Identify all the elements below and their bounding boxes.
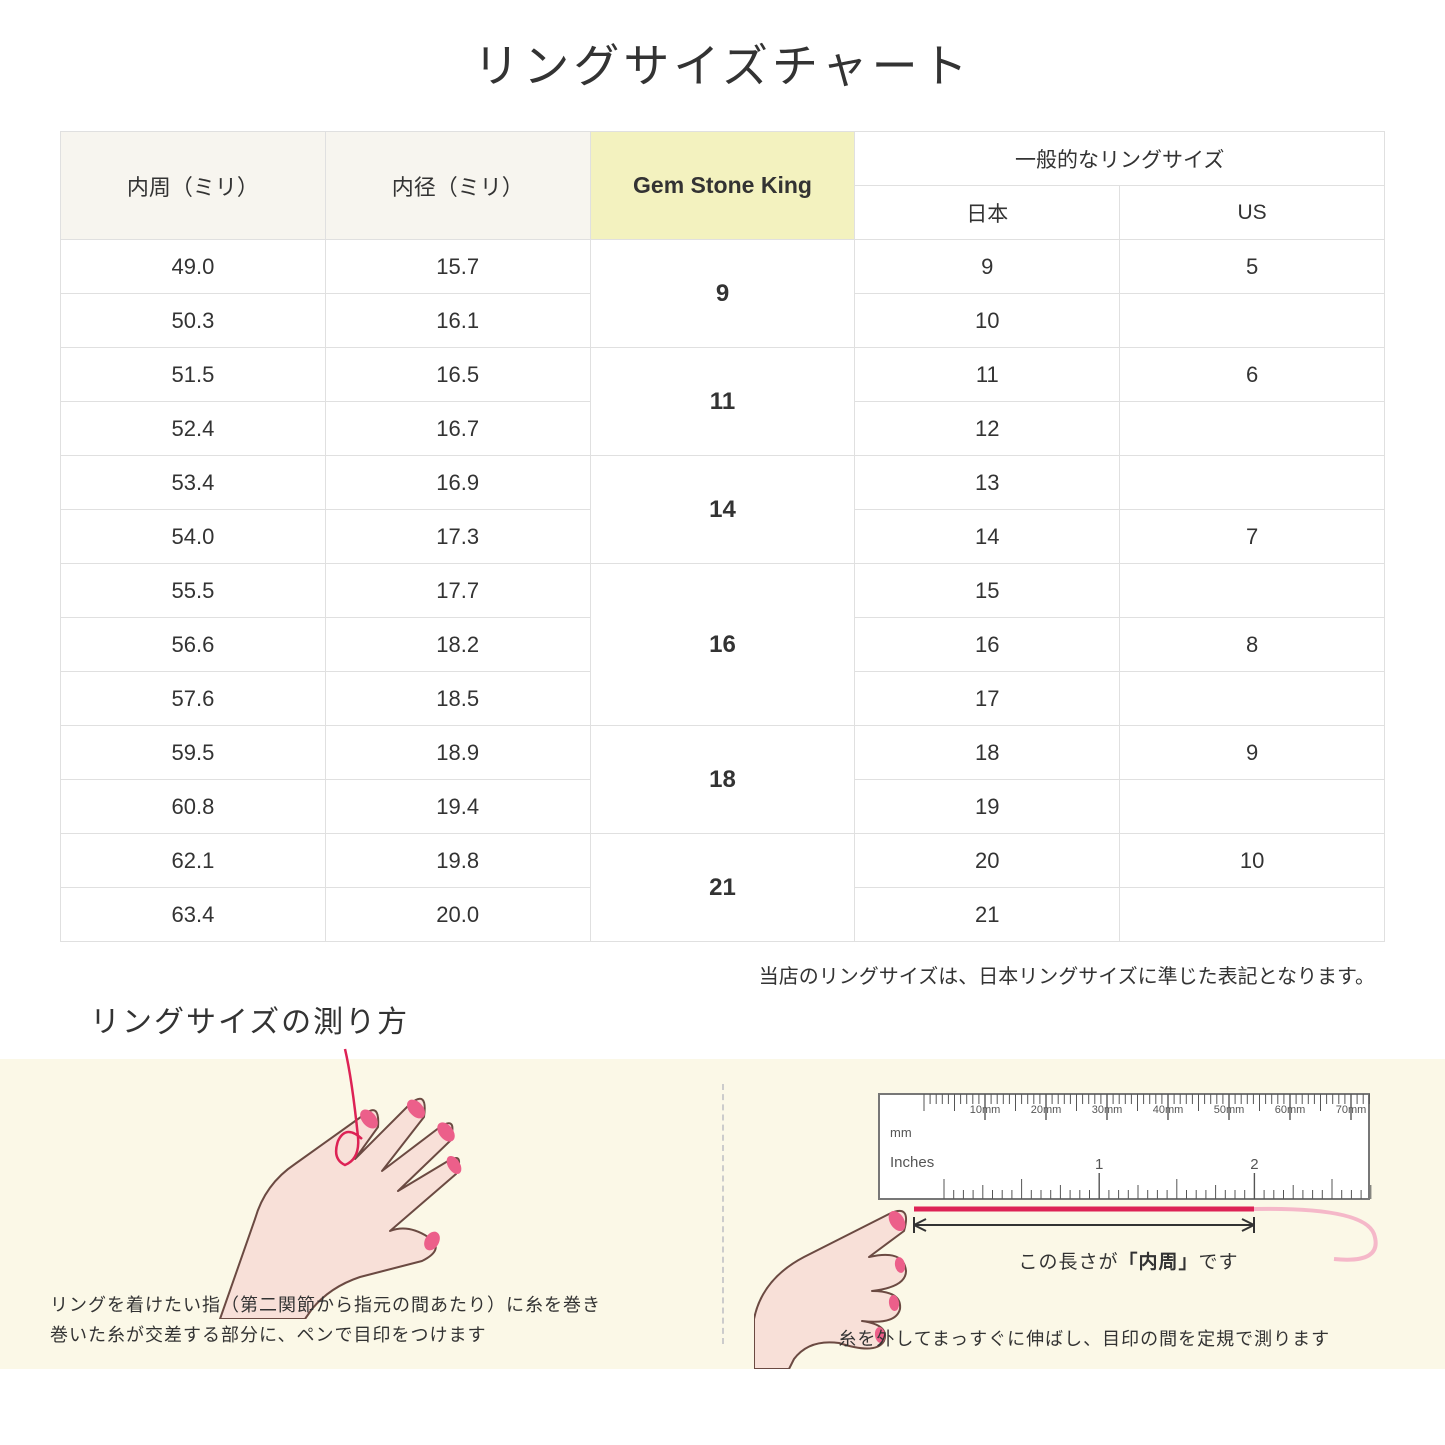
cell-us: [1120, 402, 1385, 456]
svg-text:30mm: 30mm: [1091, 1104, 1122, 1116]
cell-circumference: 60.8: [61, 780, 326, 834]
cell-gsk: 18: [590, 726, 855, 834]
svg-text:1: 1: [1095, 1156, 1103, 1173]
cell-diameter: 20.0: [325, 888, 590, 942]
cell-us: [1120, 672, 1385, 726]
svg-text:70mm: 70mm: [1335, 1104, 1366, 1116]
cell-circumference: 54.0: [61, 510, 326, 564]
cell-diameter: 18.9: [325, 726, 590, 780]
footnote: 当店のリングサイズは、日本リングサイズに準じた表記となります。: [60, 960, 1385, 989]
cell-circumference: 53.4: [61, 456, 326, 510]
cell-japan: 16: [855, 618, 1120, 672]
cell-diameter: 15.7: [325, 240, 590, 294]
step-1-text: リングを着けたい指（第二関節から指元の間あたり）に糸を巻き巻いた糸が交差する部分…: [50, 1290, 682, 1351]
cell-circumference: 55.5: [61, 564, 326, 618]
table-row: 59.518.918189: [61, 726, 1385, 780]
cell-gsk: 11: [590, 348, 855, 456]
cell-us: 8: [1120, 618, 1385, 672]
cell-japan: 14: [855, 510, 1120, 564]
table-row: 51.516.511116: [61, 348, 1385, 402]
cell-japan: 10: [855, 294, 1120, 348]
cell-us: 9: [1120, 726, 1385, 780]
cell-us: 5: [1120, 240, 1385, 294]
cell-japan: 21: [855, 888, 1120, 942]
svg-text:20mm: 20mm: [1030, 1104, 1061, 1116]
cell-japan: 9: [855, 240, 1120, 294]
cell-diameter: 16.5: [325, 348, 590, 402]
circumference-caption: この長さが「内周」です: [874, 1247, 1384, 1274]
table-row: 55.517.71615: [61, 564, 1385, 618]
hand-with-thread-illustration: [160, 1009, 520, 1319]
step-2-text: 糸を外してまっすぐに伸ばし、目印の間を定規で測ります: [764, 1325, 1406, 1351]
col-circumference: 内周（ミリ）: [61, 132, 326, 240]
cell-us: [1120, 888, 1385, 942]
cell-circumference: 57.6: [61, 672, 326, 726]
cell-circumference: 49.0: [61, 240, 326, 294]
col-diameter: 内径（ミリ）: [325, 132, 590, 240]
cell-diameter: 18.2: [325, 618, 590, 672]
cell-gsk: 21: [590, 834, 855, 942]
cell-japan: 19: [855, 780, 1120, 834]
cell-diameter: 18.5: [325, 672, 590, 726]
table-row: 49.015.7995: [61, 240, 1385, 294]
cell-circumference: 51.5: [61, 348, 326, 402]
cell-circumference: 59.5: [61, 726, 326, 780]
cell-japan: 20: [855, 834, 1120, 888]
svg-text:2: 2: [1250, 1156, 1258, 1173]
cell-diameter: 16.1: [325, 294, 590, 348]
cell-us: 7: [1120, 510, 1385, 564]
ruler-mm-label: mm: [890, 1125, 912, 1140]
instructions-panel: リングを着けたい指（第二関節から指元の間あたり）に糸を巻き巻いた糸が交差する部分…: [0, 1059, 1445, 1369]
cell-us: 6: [1120, 348, 1385, 402]
cell-diameter: 16.7: [325, 402, 590, 456]
cell-diameter: 19.8: [325, 834, 590, 888]
table-row: 62.119.8212010: [61, 834, 1385, 888]
cell-us: [1120, 780, 1385, 834]
cell-diameter: 17.3: [325, 510, 590, 564]
cell-circumference: 50.3: [61, 294, 326, 348]
cell-japan: 18: [855, 726, 1120, 780]
cell-diameter: 17.7: [325, 564, 590, 618]
page-title: リングサイズチャート: [60, 30, 1385, 96]
cell-us: [1120, 294, 1385, 348]
cell-us: [1120, 456, 1385, 510]
step-wrap-thread: リングを着けたい指（第二関節から指元の間あたり）に糸を巻き巻いた糸が交差する部分…: [0, 1059, 722, 1369]
col-gsk: Gem Stone King: [590, 132, 855, 240]
cell-diameter: 16.9: [325, 456, 590, 510]
cell-japan: 13: [855, 456, 1120, 510]
cell-circumference: 62.1: [61, 834, 326, 888]
ruler-inches-label: Inches: [890, 1154, 934, 1171]
cell-circumference: 63.4: [61, 888, 326, 942]
svg-text:60mm: 60mm: [1274, 1104, 1305, 1116]
ring-size-table: 内周（ミリ） 内径（ミリ） Gem Stone King 一般的なリングサイズ …: [60, 131, 1385, 942]
cell-japan: 11: [855, 348, 1120, 402]
cell-circumference: 56.6: [61, 618, 326, 672]
cell-japan: 17: [855, 672, 1120, 726]
col-general: 一般的なリングサイズ: [855, 132, 1385, 186]
table-row: 53.416.91413: [61, 456, 1385, 510]
col-japan: 日本: [855, 186, 1120, 240]
svg-text:50mm: 50mm: [1213, 1104, 1244, 1116]
svg-text:40mm: 40mm: [1152, 1104, 1183, 1116]
cell-diameter: 19.4: [325, 780, 590, 834]
col-us: US: [1120, 186, 1385, 240]
step-measure-thread: mm Inches 10mm 20mm 30mm 40mm 50mm 60mm 70mm 1…: [724, 1059, 1445, 1369]
cell-japan: 12: [855, 402, 1120, 456]
cell-gsk: 9: [590, 240, 855, 348]
cell-gsk: 14: [590, 456, 855, 564]
cell-us: [1120, 564, 1385, 618]
cell-circumference: 52.4: [61, 402, 326, 456]
cell-gsk: 16: [590, 564, 855, 726]
cell-us: 10: [1120, 834, 1385, 888]
svg-text:10mm: 10mm: [969, 1104, 1000, 1116]
cell-japan: 15: [855, 564, 1120, 618]
